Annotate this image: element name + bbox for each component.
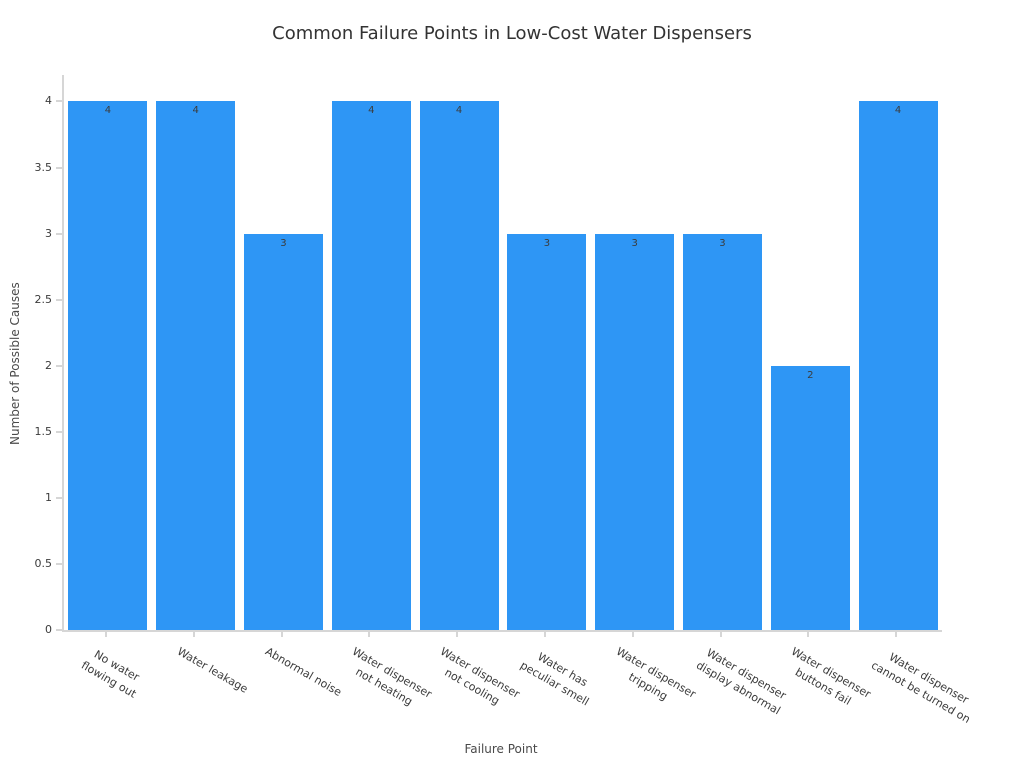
bar-value-label: 4 — [104, 105, 112, 117]
bar-value-label: 2 — [807, 369, 814, 381]
x-tick-label: Water dispenser tripping — [613, 644, 698, 704]
x-tick-label: Water dispenser buttons fail — [789, 644, 874, 708]
bar-1: 4 — [156, 101, 236, 630]
bar-0: 4 — [68, 101, 148, 630]
plot-area: 4 4 3 4 4 3 3 3 2 4 — [62, 75, 942, 632]
y-tick-label: 0 — [45, 623, 52, 636]
y-tick-label: 0.5 — [34, 556, 53, 570]
y-tick-label: 3 — [45, 226, 52, 240]
x-tick-label: Water dispenser not heating — [350, 644, 435, 709]
x-tick-mark — [631, 632, 634, 637]
x-tick-label: Water dispenser cannot be turned on — [869, 650, 973, 726]
x-tick-mark — [807, 632, 810, 637]
y-tick-mark — [56, 232, 62, 235]
bar-value-label: 4 — [455, 105, 463, 117]
x-tick-label: No water flowing out — [78, 647, 142, 701]
bar-value-label: 3 — [719, 237, 726, 249]
y-tick-label: 2 — [45, 358, 52, 372]
x-tick-mark — [280, 632, 283, 637]
x-tick-mark — [104, 632, 107, 637]
x-tick-label: Abnormal noise — [262, 644, 344, 700]
bar-9: 4 — [858, 101, 938, 630]
y-tick-label: 1.5 — [34, 424, 53, 438]
bar-value-label: 4 — [894, 105, 902, 117]
y-tick-label: 4 — [45, 94, 52, 108]
x-tick-mark — [368, 632, 371, 637]
bar-value-label: 3 — [631, 237, 638, 249]
bar-value-label: 3 — [280, 237, 287, 249]
x-tick-mark — [895, 632, 898, 637]
bar-value-label: 4 — [368, 105, 375, 117]
x-tick-label: Water dispenser not cooling — [438, 644, 523, 708]
bar-value-label: 4 — [192, 105, 199, 117]
bar-value-label: 3 — [543, 237, 551, 249]
y-tick-mark — [56, 166, 62, 169]
x-tick-label: Water dispenser display abnormal — [693, 646, 788, 718]
y-tick-label: 2.5 — [34, 292, 53, 306]
bar-2: 3 — [243, 233, 323, 630]
x-tick-label: Water has peculiar smell — [517, 650, 592, 709]
x-tick-mark — [456, 632, 459, 637]
y-tick-mark — [56, 100, 62, 103]
bar-7: 3 — [682, 233, 762, 630]
y-tick-label: 3.5 — [34, 160, 53, 174]
y-tick-mark — [56, 629, 62, 631]
x-tick-label: Water leakage — [174, 644, 250, 696]
x-tick-mark — [192, 632, 195, 637]
chart-title: Common Failure Points in Low-Cost Water … — [272, 23, 752, 44]
x-tick-mark — [719, 632, 722, 637]
bar-8: 2 — [770, 365, 850, 630]
x-tick-mark — [543, 632, 546, 637]
bar-3: 4 — [331, 101, 411, 630]
y-tick-mark — [56, 298, 62, 301]
bar-6: 3 — [595, 233, 675, 630]
y-tick-mark — [56, 562, 62, 565]
y-tick-mark — [56, 364, 62, 367]
y-tick-mark — [56, 430, 62, 433]
x-axis-title: Failure Point — [464, 742, 538, 756]
y-tick-mark — [56, 496, 62, 499]
y-tick-label: 1 — [45, 490, 52, 504]
bar-5: 3 — [507, 233, 587, 630]
bar-4: 4 — [419, 101, 499, 630]
